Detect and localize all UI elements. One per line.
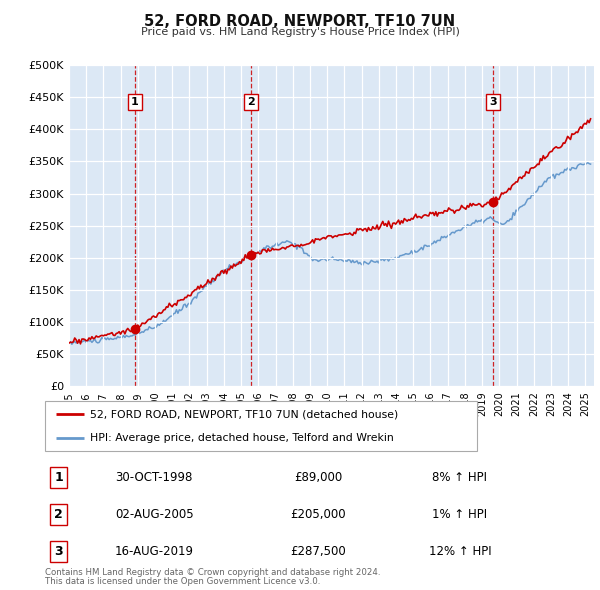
Text: 1: 1: [131, 97, 139, 107]
Text: 16-AUG-2019: 16-AUG-2019: [115, 545, 194, 558]
Text: Contains HM Land Registry data © Crown copyright and database right 2024.: Contains HM Land Registry data © Crown c…: [45, 568, 380, 577]
Text: HPI: Average price, detached house, Telford and Wrekin: HPI: Average price, detached house, Telf…: [91, 433, 394, 443]
Text: 2: 2: [54, 508, 63, 522]
Text: 52, FORD ROAD, NEWPORT, TF10 7UN (detached house): 52, FORD ROAD, NEWPORT, TF10 7UN (detach…: [91, 409, 398, 419]
Text: 2: 2: [247, 97, 255, 107]
Text: £287,500: £287,500: [290, 545, 346, 558]
Text: £205,000: £205,000: [290, 508, 346, 522]
Text: 12% ↑ HPI: 12% ↑ HPI: [428, 545, 491, 558]
FancyBboxPatch shape: [45, 401, 477, 451]
Text: Price paid vs. HM Land Registry's House Price Index (HPI): Price paid vs. HM Land Registry's House …: [140, 27, 460, 37]
Text: 52, FORD ROAD, NEWPORT, TF10 7UN: 52, FORD ROAD, NEWPORT, TF10 7UN: [145, 14, 455, 29]
Text: 02-AUG-2005: 02-AUG-2005: [115, 508, 194, 522]
Text: 3: 3: [55, 545, 63, 558]
Text: 1: 1: [54, 471, 63, 484]
Text: £89,000: £89,000: [294, 471, 342, 484]
Text: 8% ↑ HPI: 8% ↑ HPI: [433, 471, 487, 484]
Text: 30-OCT-1998: 30-OCT-1998: [116, 471, 193, 484]
Text: 3: 3: [489, 97, 497, 107]
Text: 1% ↑ HPI: 1% ↑ HPI: [433, 508, 488, 522]
Text: This data is licensed under the Open Government Licence v3.0.: This data is licensed under the Open Gov…: [45, 578, 320, 586]
